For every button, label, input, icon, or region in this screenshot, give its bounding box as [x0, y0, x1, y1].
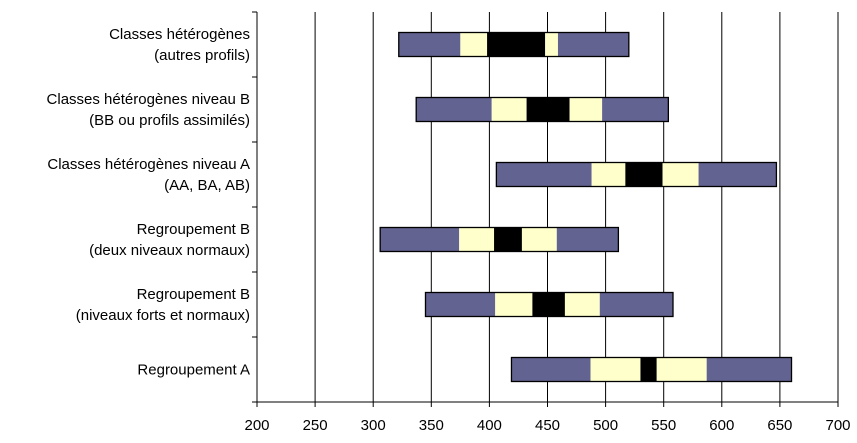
category-label: Classes hétérogènes niveau B	[47, 91, 250, 108]
bar-segment	[545, 32, 558, 57]
axes	[252, 11, 839, 407]
category-label: (BB ou profils assimilés)	[89, 112, 250, 129]
category-label: Regroupement B	[137, 221, 250, 238]
bar-segment	[425, 292, 496, 317]
bar-segment	[602, 97, 669, 122]
x-tick-label: 400	[477, 417, 502, 434]
x-tick-label: 350	[419, 417, 444, 434]
bar-segment	[487, 32, 546, 57]
bar-group	[415, 96, 669, 123]
bar-segment	[496, 162, 592, 187]
category-label: (deux niveaux normaux)	[89, 242, 250, 259]
category-label: (AA, BA, AB)	[164, 177, 250, 194]
bars	[379, 31, 793, 383]
bar-segment	[380, 227, 460, 252]
bar-segment	[706, 357, 792, 382]
x-tick-label: 550	[651, 417, 676, 434]
x-tick-label: 200	[244, 417, 269, 434]
bar-segment	[656, 357, 707, 382]
bar-segment	[591, 162, 626, 187]
category-label: Classes hétérogènes niveau A	[47, 156, 250, 173]
x-tick-label: 700	[825, 417, 850, 434]
bar-segment	[569, 97, 603, 122]
bar-segment	[511, 357, 591, 382]
bar-group	[510, 356, 793, 383]
category-label: (autres profils)	[154, 47, 250, 64]
bar-segment	[521, 227, 557, 252]
category-label: (niveaux forts et normaux)	[76, 307, 250, 324]
category-label: Regroupement A	[137, 362, 250, 379]
bar-segment	[625, 162, 663, 187]
bar-segment	[599, 292, 673, 317]
category-label: Classes hétérogènes	[109, 26, 250, 43]
category-label: Regroupement B	[137, 286, 250, 303]
bar-group	[424, 291, 674, 318]
category-labels: Classes hétérogènes (autres profils) Class…	[47, 26, 250, 379]
x-tick-label: 450	[535, 417, 560, 434]
bar-group	[495, 161, 778, 188]
bar-segment	[459, 227, 495, 252]
bar-segment	[532, 292, 565, 317]
x-tick-label: 300	[361, 417, 386, 434]
bar-segment	[416, 97, 492, 122]
bar-outline	[379, 226, 620, 253]
bar-segment	[698, 162, 777, 187]
bar-segment	[662, 162, 699, 187]
x-tick-label: 250	[303, 417, 328, 434]
bar-segment	[556, 227, 619, 252]
bar-group	[379, 226, 620, 253]
bar-segment	[495, 292, 533, 317]
bar-outline	[398, 31, 630, 58]
bar-segment	[557, 32, 629, 57]
bar-segment	[494, 227, 522, 252]
bar-segment	[460, 32, 488, 57]
x-tick-label: 600	[709, 417, 734, 434]
bar-segment	[526, 97, 570, 122]
bar-segment	[398, 32, 461, 57]
bar-segment	[640, 357, 657, 382]
x-tick-labels: 200 250 300 350 400 450 500 550 600 650 700	[244, 417, 850, 434]
bar-segment	[564, 292, 600, 317]
bar-outline	[415, 96, 669, 123]
bar-outline	[424, 291, 674, 318]
bar-segment	[590, 357, 641, 382]
gridlines	[314, 12, 839, 402]
bar-segment	[491, 97, 527, 122]
bar-outline	[510, 356, 793, 383]
bar-group	[398, 31, 630, 58]
bar-outline	[495, 161, 778, 188]
x-tick-label: 500	[593, 417, 618, 434]
x-tick-label: 650	[767, 417, 792, 434]
